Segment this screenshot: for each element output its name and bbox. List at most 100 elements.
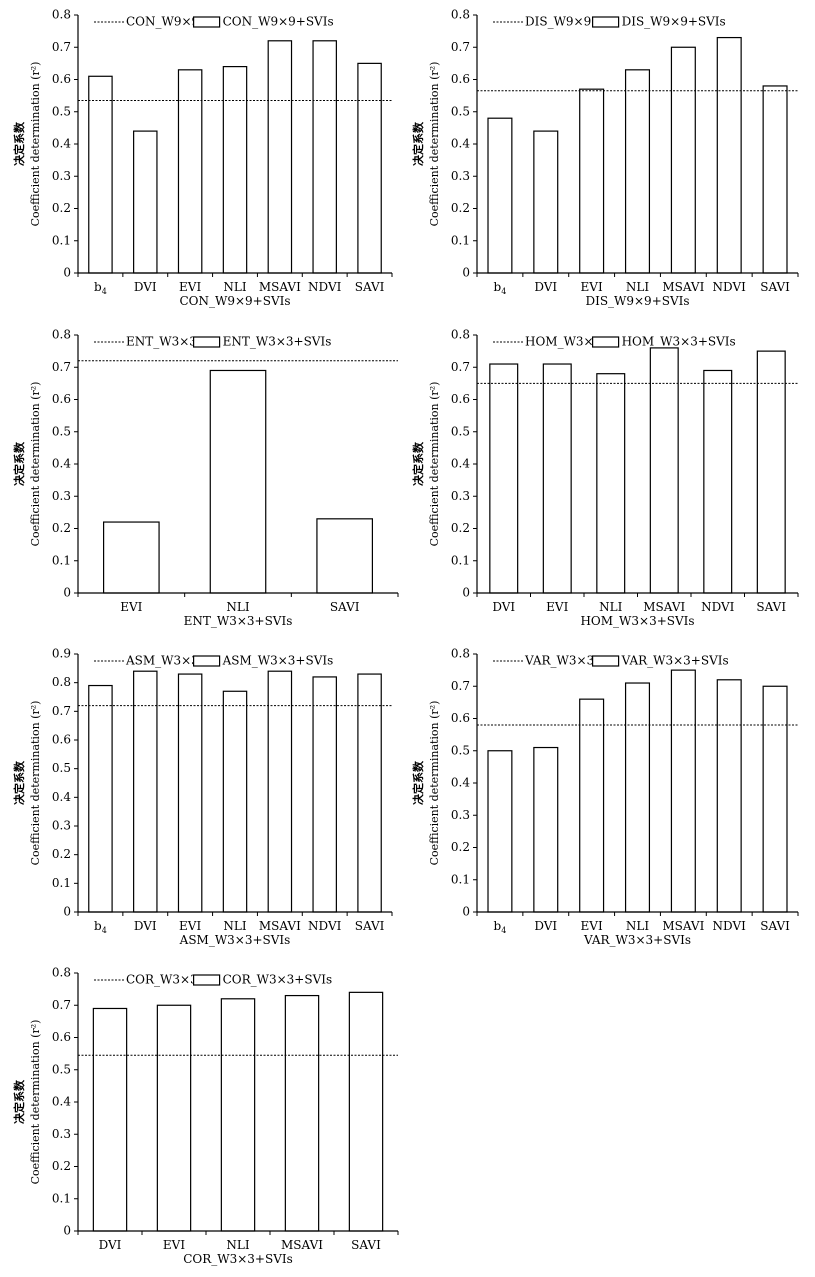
y-tick-label: 0.2	[451, 521, 470, 535]
bar-evi	[177, 673, 203, 913]
y-axis-label-cn: 决定系数	[12, 441, 26, 486]
y-axis-label-cn: 决定系数	[12, 1079, 26, 1124]
y-tick-label: 0	[63, 1224, 71, 1238]
legend-bar-label: VAR_W3×3+SVIs	[621, 654, 729, 668]
bar-nli	[222, 65, 248, 274]
x-axis-title: ASM_W3×3+SVIs	[179, 933, 291, 947]
bar-ndvi	[312, 40, 337, 274]
x-tick-label-b4: b4	[494, 280, 507, 296]
y-tick-label: 0.8	[451, 328, 470, 342]
y-tick-label: 0.3	[451, 489, 470, 503]
bar-dvi	[133, 130, 158, 274]
bar-savi	[348, 991, 384, 1232]
y-tick-label: 0.9	[52, 647, 71, 661]
y-tick-label: 0.2	[52, 521, 71, 535]
bar-savi	[357, 62, 382, 274]
legend-bar-label: CON_W9×9+SVIs	[223, 15, 334, 29]
chart-panel-4: 决定系数 Coefficient determination (r²) 0 0.1 0.…	[411, 328, 799, 628]
y-tick-label: 0.3	[52, 169, 71, 183]
x-axis-title: HOM_W3×3+SVIs	[580, 614, 694, 628]
x-tick-label-dvi: DVI	[134, 280, 157, 294]
y-tick-label: 0.6	[451, 392, 470, 406]
x-tick-label-nli: NLI	[223, 919, 246, 933]
y-tick-label: 0	[63, 266, 71, 280]
y-tick-label: 0.5	[451, 104, 470, 118]
x-tick-label-savi: SAVI	[330, 600, 360, 614]
x-tick-label-ndvi: NDVI	[308, 280, 342, 294]
y-tick-label: 0.6	[52, 72, 71, 86]
y-axis-label-cn: 决定系数	[411, 760, 425, 805]
y-tick-label: 0.1	[52, 876, 71, 890]
legend: DIS_W9×9 DIS_W9×9+SVIs	[493, 15, 726, 29]
y-tick-label: 0.5	[451, 743, 470, 757]
bar-evi	[579, 88, 605, 274]
y-tick-label: 0.1	[52, 1191, 71, 1205]
y-tick-label: 0.4	[52, 137, 71, 151]
legend-bar-label: HOM_W3×3+SVIs	[622, 335, 736, 349]
y-tick-label: 0.2	[52, 1159, 71, 1173]
y-tick-label: 0.1	[451, 553, 470, 567]
x-tick-label-evi: EVI	[120, 600, 142, 614]
y-tick-label: 0.1	[451, 233, 470, 247]
y-tick-label: 0.2	[451, 840, 470, 854]
chart-panel-6: 决定系数 Coefficient determination (r²) 0 0.1 0.…	[411, 647, 799, 947]
x-tick-label-dvi: DVI	[534, 919, 557, 933]
bar-msavi	[649, 347, 679, 594]
y-tick-label: 0.7	[52, 998, 71, 1012]
y-tick-label: 0.5	[52, 1062, 71, 1076]
x-axis-title: CON_W9×9+SVIs	[179, 294, 290, 308]
legend-line-label: ENT_W3×3	[126, 335, 197, 349]
y-tick-label: 0.3	[52, 819, 71, 833]
y-tick-label: 0	[63, 586, 71, 600]
y-tick-label: 0.6	[451, 711, 470, 725]
bar-evi	[579, 698, 605, 913]
y-axis-label-en: Coefficient determination (r²)	[29, 382, 42, 547]
bar-savi	[762, 685, 788, 913]
y-tick-label: 0.5	[52, 424, 71, 438]
y-tick-label: 0	[462, 905, 470, 919]
bar-evi	[102, 521, 160, 594]
x-tick-label-nli: NLI	[226, 1238, 249, 1252]
y-tick-label: 0	[462, 586, 470, 600]
x-tick-label-savi: SAVI	[351, 1238, 381, 1252]
x-tick-label-savi: SAVI	[760, 919, 790, 933]
y-tick-label: 0.1	[52, 553, 71, 567]
legend-line-label: VAR_W3×3	[524, 654, 594, 668]
y-tick-label: 0.3	[52, 1127, 71, 1141]
x-tick-label-evi: EVI	[163, 1238, 185, 1252]
bar-msavi	[670, 46, 696, 274]
legend-bar-label: ENT_W3×3+SVIs	[223, 335, 332, 349]
x-tick-label-nli: NLI	[599, 600, 622, 614]
y-tick-label: 0.6	[52, 1030, 71, 1044]
chart-panel-1: 决定系数 Coefficient determination (r²) 0 0.1 0.…	[12, 8, 393, 308]
bar-nli	[596, 373, 626, 594]
y-tick-label: 0.4	[52, 457, 71, 471]
y-tick-label: 0.7	[451, 679, 470, 693]
y-tick-label: 0.8	[52, 8, 71, 22]
y-axis-label-cn: 决定系数	[411, 441, 425, 486]
bar-nli	[222, 690, 248, 913]
y-tick-label: 0.8	[52, 675, 71, 689]
bar-dvi	[92, 1007, 128, 1232]
y-tick-label: 0.4	[451, 776, 470, 790]
legend: VAR_W3×3 VAR_W3×3+SVIs	[493, 654, 729, 668]
x-tick-label-evi: EVI	[546, 600, 568, 614]
x-tick-label-ndvi: NDVI	[701, 600, 735, 614]
bar-dvi	[533, 746, 559, 913]
x-tick-label-dvi: DVI	[492, 600, 515, 614]
x-axis-title: DIS_W9×9+SVIs	[585, 294, 689, 308]
x-tick-label-ndvi: NDVI	[713, 919, 747, 933]
y-tick-label: 0.1	[451, 872, 470, 886]
y-tick-label: 0.8	[52, 328, 71, 342]
chart-panel-5: 决定系数 Coefficient determination (r²) 0 0.1 0.…	[12, 647, 393, 947]
y-tick-label: 0.4	[52, 1095, 71, 1109]
y-tick-label: 0.1	[52, 233, 71, 247]
x-tick-label-b4: b4	[494, 919, 507, 935]
y-tick-label: 0.3	[52, 489, 71, 503]
bar-dvi	[133, 670, 158, 913]
bar-savi	[316, 518, 373, 594]
legend-bar-swatch	[591, 16, 620, 28]
x-tick-label-dvi: DVI	[99, 1238, 122, 1252]
bar-ndvi	[716, 679, 742, 913]
legend: CON_W9×9 CON_W9×9+SVIs	[94, 15, 334, 29]
